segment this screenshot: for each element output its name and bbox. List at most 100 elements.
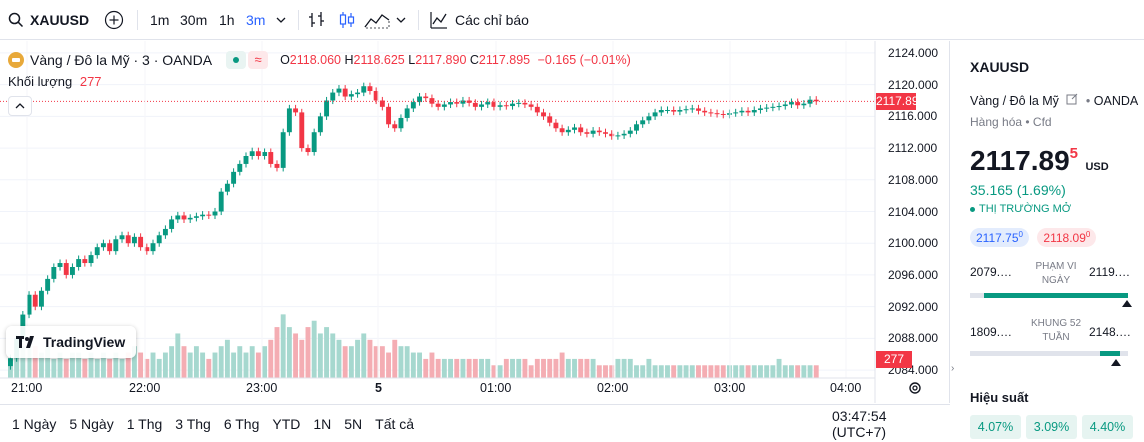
- bid-pill[interactable]: 2117.750: [970, 228, 1029, 247]
- candle-body: [113, 239, 119, 252]
- close-value: 2117.895: [478, 53, 531, 67]
- low-label: L: [408, 53, 416, 67]
- range-1m[interactable]: 1 Thg: [126, 415, 163, 432]
- candle-body: [206, 214, 212, 216]
- volume-bar: [789, 365, 794, 378]
- candle-body: [373, 90, 379, 101]
- candle-body: [317, 116, 323, 133]
- volume-bar: [131, 346, 137, 378]
- candle-body: [584, 132, 590, 134]
- performance-heading[interactable]: Hiệu suất: [970, 390, 1029, 405]
- candle-body: [720, 113, 726, 115]
- candle-body: [572, 127, 577, 130]
- candle-body: [404, 108, 410, 118]
- panel-collapse-handle[interactable]: ›: [951, 363, 955, 374]
- candles-style-button[interactable]: [338, 0, 356, 40]
- interval-3m[interactable]: 3m: [246, 12, 266, 28]
- chart-pane[interactable]: Vàng / Đô la Mỹ · 3 · OANDA ≈ O2118.060 …: [0, 41, 950, 403]
- interval-1h[interactable]: 1h: [219, 12, 235, 28]
- chevron-down-icon: [276, 17, 286, 23]
- panel-symbol[interactable]: XAUUSD: [970, 59, 1030, 75]
- range-all[interactable]: Tất cả: [375, 415, 415, 432]
- candle-body: [231, 171, 237, 184]
- candle-body: [689, 108, 695, 110]
- candles-icon: [339, 12, 355, 28]
- volume-bar: [795, 365, 801, 378]
- indicators-label: Các chỉ báo: [455, 12, 529, 28]
- volume-bar: [460, 358, 466, 378]
- candle-body: [813, 99, 819, 102]
- volume-bar: [249, 346, 255, 378]
- price-tick: 2120.000: [888, 77, 939, 92]
- volume-bar: [640, 365, 646, 378]
- panel-name[interactable]: Vàng / Đô la Mỹ: [970, 94, 1059, 108]
- volume-bar: [305, 327, 311, 378]
- week-range-label: KHUNG 52 TUẦN: [1030, 318, 1081, 343]
- candle-body: [596, 130, 602, 133]
- legend-title[interactable]: Vàng / Đô la Mỹ · 3 · OANDA: [30, 52, 213, 68]
- range-5d[interactable]: 5 Ngày: [69, 415, 114, 432]
- performance-1m[interactable]: 3.09%: [1026, 415, 1077, 439]
- volume-bar: [485, 358, 491, 378]
- range-ytd[interactable]: YTD: [272, 415, 301, 432]
- range-1d[interactable]: 1 Ngày: [12, 415, 57, 432]
- week-range-fill: [1100, 351, 1120, 356]
- volume-bar: [181, 346, 187, 378]
- volume-bar: [696, 365, 701, 378]
- volume-bar: [665, 365, 670, 378]
- candle-body: [131, 236, 137, 244]
- candle-body: [547, 116, 553, 123]
- indicators-button[interactable]: Các chỉ báo: [430, 0, 529, 40]
- interval-dropdown[interactable]: [276, 0, 286, 40]
- collapse-legend-button[interactable]: [8, 96, 32, 116]
- range-6m[interactable]: 6 Thg: [223, 415, 260, 432]
- ask-pill[interactable]: 2118.090: [1037, 228, 1097, 247]
- symbol-search[interactable]: XAUUSD: [8, 0, 89, 40]
- market-status: THỊ TRƯỜNG MỞ: [970, 203, 1071, 215]
- external-link-icon[interactable]: [1066, 93, 1078, 105]
- volume-bar: [175, 333, 181, 378]
- volume-bar: [286, 327, 292, 378]
- volume-bar: [751, 365, 757, 378]
- bid-value: 2117.75: [976, 231, 1019, 245]
- volume-bar: [677, 365, 683, 378]
- range-5y[interactable]: 5N: [344, 415, 363, 432]
- candle-body: [516, 102, 522, 104]
- volume-bar: [683, 365, 689, 378]
- candle-body: [88, 255, 94, 264]
- day-range-marker-icon: [1122, 300, 1132, 307]
- candle-body: [280, 132, 286, 168]
- volume-bar: [373, 346, 379, 378]
- candle-body: [224, 183, 230, 192]
- plus-circle-icon: [104, 10, 124, 30]
- candle-body: [26, 294, 32, 315]
- clock[interactable]: 03:47:54 (UTC+7): [832, 407, 887, 440]
- range-bar: 1 Ngày 5 Ngày 1 Thg 3 Thg 6 Thg YTD 1N 5…: [0, 404, 950, 442]
- volume-bar: [293, 333, 299, 378]
- candle-body: [503, 105, 509, 107]
- bid-ask: 2117.750 2118.090: [970, 228, 1097, 247]
- tradingview-watermark[interactable]: TradingView: [6, 326, 136, 358]
- compare-button[interactable]: [104, 0, 124, 40]
- range-3m[interactable]: 3 Thg: [175, 415, 211, 432]
- interval-1m[interactable]: 1m: [150, 12, 170, 28]
- price-tick: 2104.000: [888, 204, 939, 219]
- time-tick: 23:00: [246, 381, 278, 395]
- volume-bar: [590, 358, 596, 378]
- candle-body: [187, 217, 193, 220]
- area-style-button[interactable]: [364, 0, 390, 40]
- performance-3m[interactable]: 4.40%: [1082, 415, 1133, 439]
- performance-1w[interactable]: 4.07%: [970, 415, 1021, 439]
- candle-body: [751, 110, 757, 113]
- candle-body: [379, 100, 385, 107]
- bars-style-button[interactable]: [308, 0, 326, 40]
- range-1y[interactable]: 1N: [313, 415, 332, 432]
- interval-30m[interactable]: 30m: [180, 12, 208, 28]
- candle-body: [621, 133, 627, 136]
- chart-settings-button[interactable]: [906, 379, 924, 397]
- price-chart[interactable]: [0, 41, 950, 403]
- volume-bar: [770, 365, 776, 378]
- chart-style-dropdown[interactable]: [396, 0, 406, 40]
- time-tick: 04:00: [830, 381, 862, 395]
- volume-bar: [342, 346, 348, 378]
